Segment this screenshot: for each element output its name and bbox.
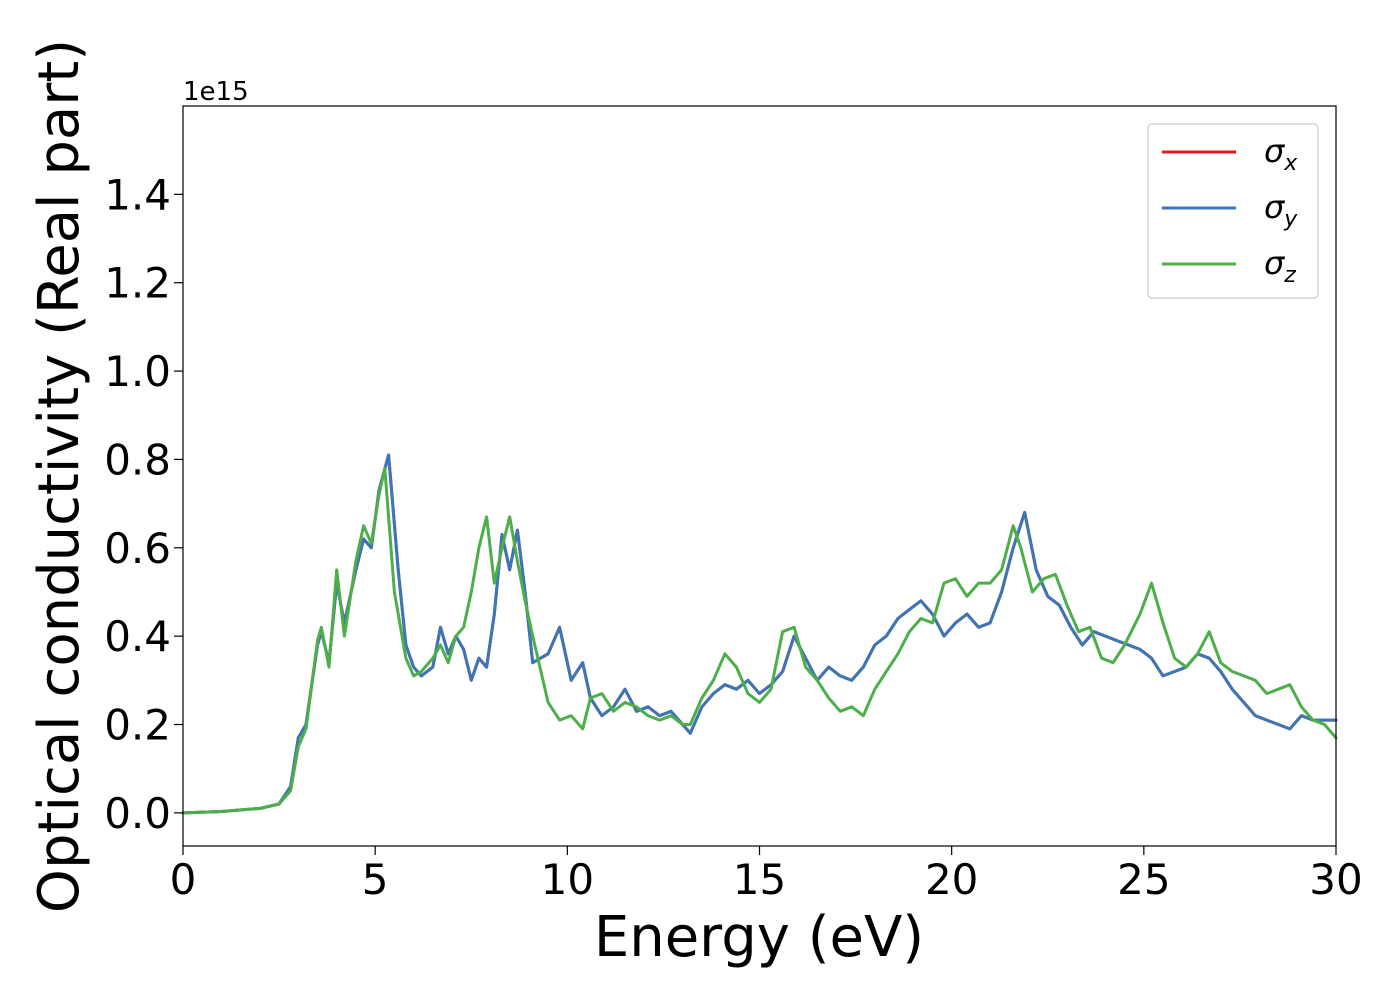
x-tick-label: 15 [733, 855, 786, 904]
series-line-y [181, 453, 1338, 815]
x-tick-label: 10 [541, 855, 594, 904]
x-tick-label: 30 [1309, 855, 1362, 904]
x-tick-label: 5 [362, 855, 389, 904]
y-axis-offset-label: 1e15 [183, 77, 249, 107]
series-line-z [181, 466, 1338, 815]
y-tick-label: 1.2 [104, 259, 171, 308]
x-tick-label: 25 [1117, 855, 1170, 904]
legend-items: σx σy σz [1162, 132, 1298, 288]
legend-label-x: σx [1264, 132, 1298, 176]
legend-box [1147, 123, 1319, 299]
y-axis-label: Optical conductivity (Real part) [27, 39, 92, 913]
y-tick-label: 0.0 [104, 789, 171, 838]
x-tick-label: 0 [170, 855, 197, 904]
x-axis-label: Energy (eV) [594, 905, 924, 970]
legend: σx σy σz [1147, 123, 1319, 299]
y-tick-label: 0.6 [104, 524, 171, 573]
legend-label-z: σz [1264, 244, 1296, 288]
plot-lines [181, 453, 1338, 815]
x-tick-label: 20 [925, 855, 978, 904]
y-tick-label: 0.4 [104, 612, 171, 661]
y-tick-label: 1.4 [104, 170, 171, 219]
x-axis-ticks: 0 5 10 15 20 25 30 [170, 846, 1363, 904]
legend-label-y: σy [1264, 188, 1298, 232]
y-axis-ticks: 0.0 0.2 0.4 0.6 0.8 1.0 1.2 1.4 [104, 170, 183, 838]
y-tick-label: 0.2 [104, 701, 171, 750]
y-tick-label: 1.0 [104, 347, 171, 396]
y-tick-label: 0.8 [104, 435, 171, 484]
